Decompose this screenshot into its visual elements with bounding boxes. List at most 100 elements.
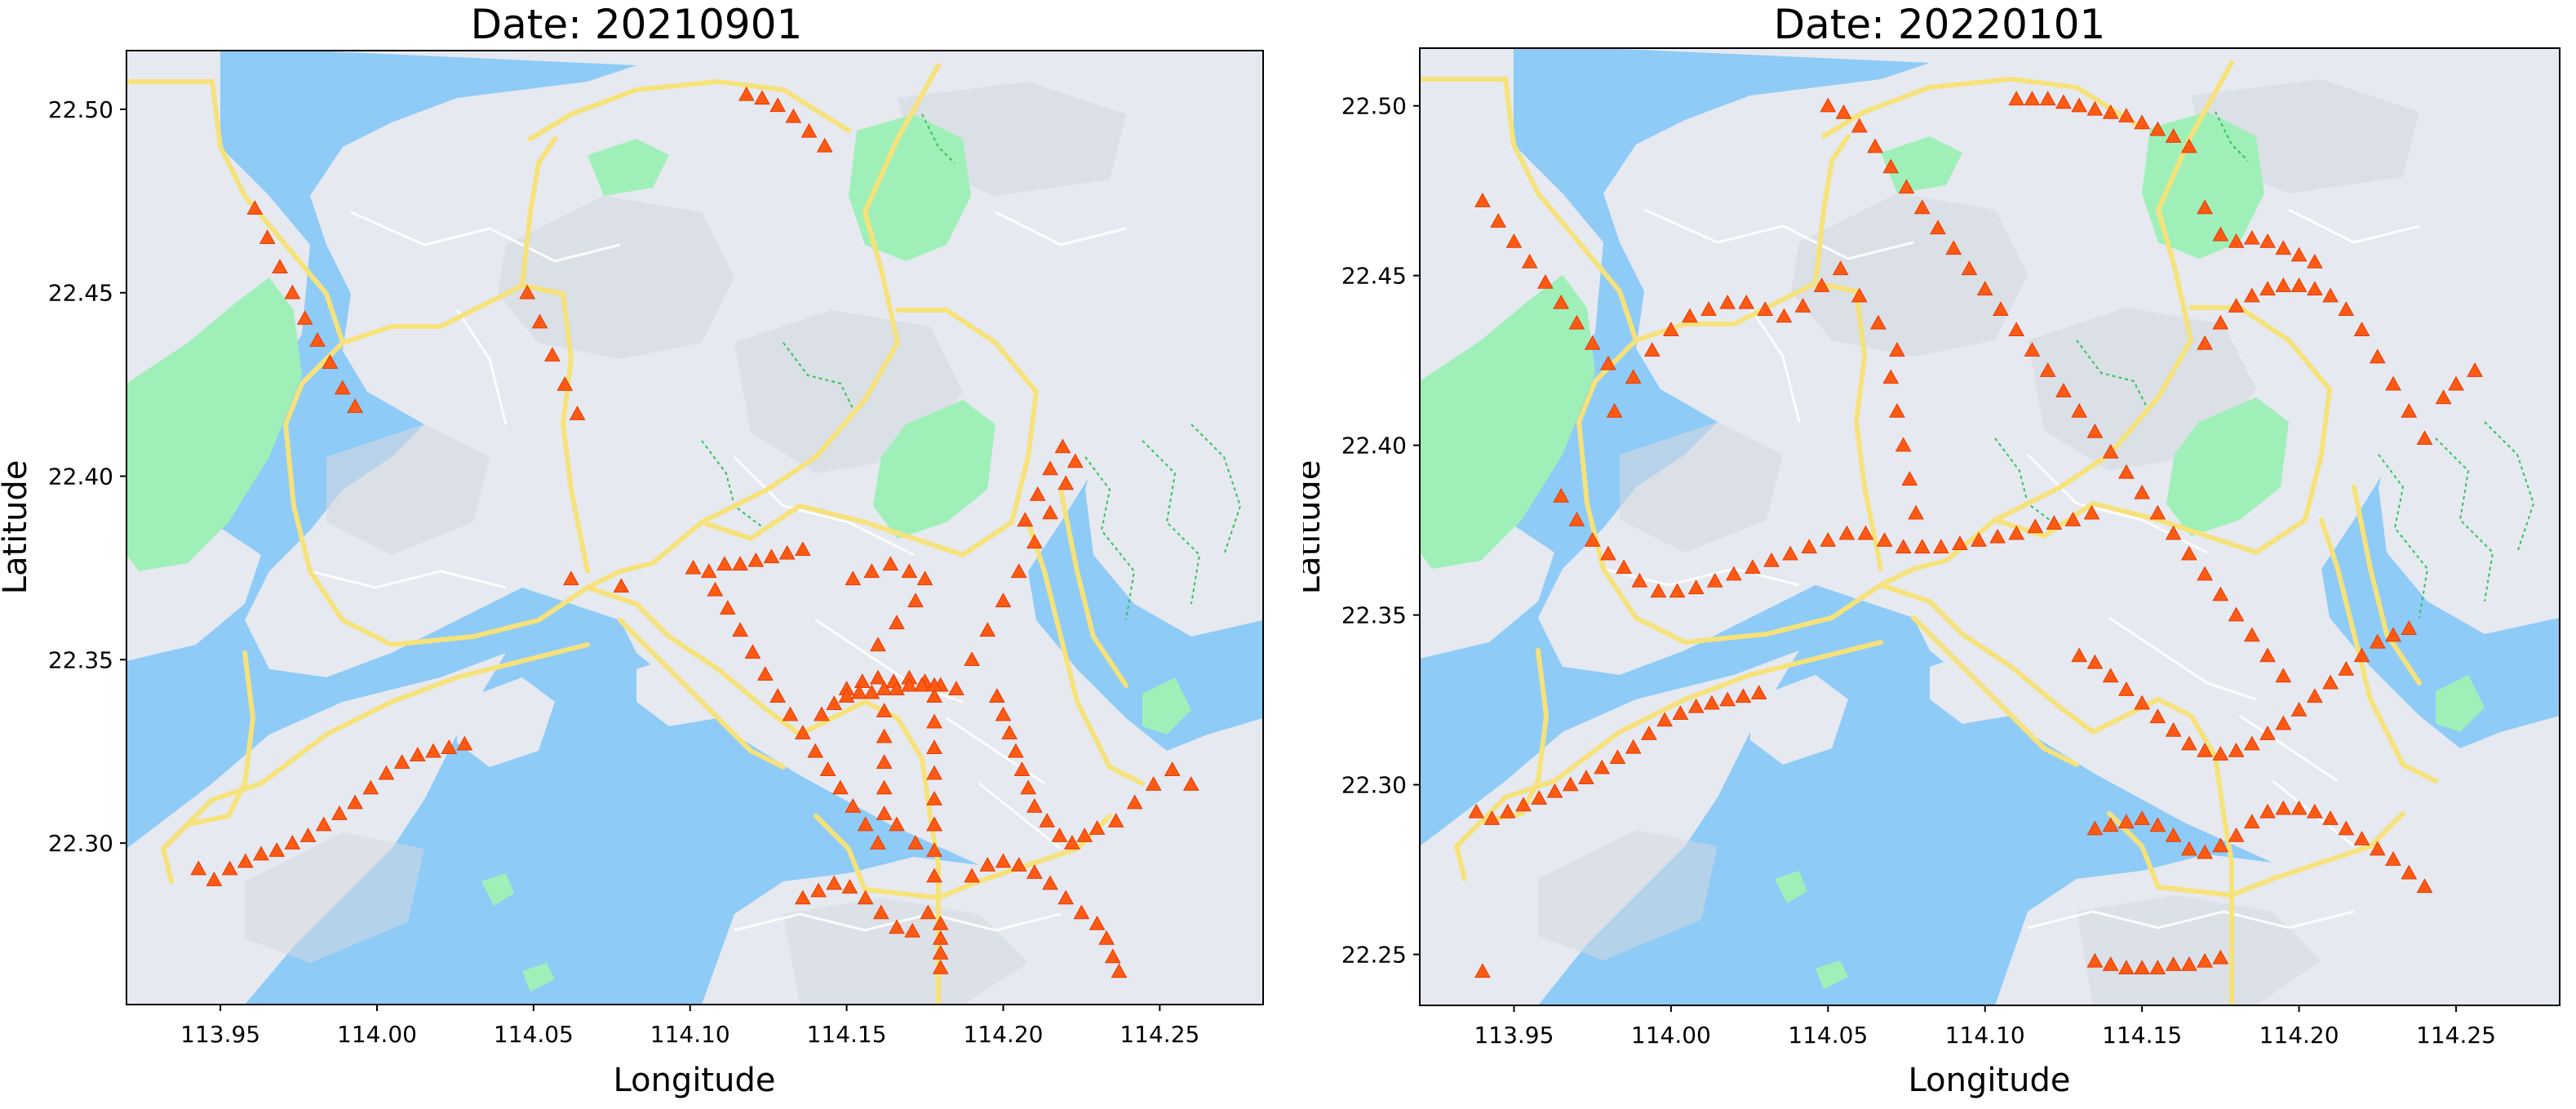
station-marker [857, 889, 874, 905]
station-marker [882, 556, 899, 571]
station-marker [2008, 91, 2025, 106]
station-marker [876, 728, 893, 743]
station-marker [2212, 586, 2229, 601]
station-marker [1013, 761, 1031, 776]
station-marker [926, 739, 942, 754]
station-marker [926, 842, 942, 857]
station-marker [907, 592, 924, 608]
station-marker [2338, 301, 2355, 316]
hill-shading [1791, 193, 2028, 357]
station-marker [1776, 308, 1793, 323]
station-marker [190, 860, 207, 876]
station-marker [309, 332, 326, 347]
station-marker [2181, 956, 2197, 971]
station-marker [2008, 525, 2025, 540]
station-marker [754, 90, 770, 105]
station-marker [2275, 240, 2292, 255]
station-marker [685, 559, 702, 574]
station-marker [1088, 820, 1106, 835]
station-marker [1616, 559, 1633, 574]
station-marker [920, 904, 937, 920]
map-title: Date: 20220101 [1773, 1, 2106, 48]
station-marker [1895, 437, 1912, 452]
station-marker [206, 872, 223, 886]
hill-shading [498, 196, 734, 359]
station-marker [1001, 725, 1018, 739]
station-marker [1976, 281, 1993, 296]
x-tick-label: 113.95 [180, 1021, 260, 1048]
x-tick-label: 114.20 [2259, 1022, 2339, 1049]
station-marker [2197, 844, 2213, 859]
station-marker [1631, 573, 1648, 588]
station-marker [872, 904, 889, 920]
station-marker [1164, 761, 1181, 776]
y-tick-label: 22.45 [1341, 263, 1407, 290]
station-marker [2228, 606, 2245, 622]
station-marker [2134, 960, 2151, 974]
station-marker [964, 651, 980, 667]
station-marker [2181, 735, 2197, 751]
map-panel-right: Date: 20220101 [1303, 0, 2576, 1109]
station-marker [814, 706, 830, 721]
station-marker [2385, 851, 2401, 866]
station-marker [2102, 956, 2119, 971]
x-axis: 113.95 114.00 114.05 114.10 114.15 114.20 114.… [180, 1005, 1199, 1048]
station-marker [841, 879, 858, 894]
park-area [2166, 397, 2289, 536]
y-tick-label: 22.40 [1341, 433, 1407, 459]
station-marker [707, 581, 724, 597]
station-marker [2228, 743, 2245, 757]
station-marker [221, 860, 238, 876]
station-marker [2275, 668, 2292, 683]
park-area [2436, 675, 2485, 732]
station-marker [1682, 308, 1698, 323]
station-marker [1057, 889, 1075, 905]
station-marker [2024, 342, 2041, 357]
station-marker [1757, 301, 1774, 316]
station-marker [2165, 525, 2182, 540]
station-marker [2118, 960, 2135, 974]
station-marker [1794, 298, 1811, 313]
station-marker [901, 676, 918, 692]
station-marker [1010, 857, 1027, 872]
station-marker [2102, 443, 2119, 459]
station-marker [1609, 749, 1626, 765]
map-title: Date: 20210901 [470, 1, 803, 48]
station-marker [1867, 138, 1883, 153]
hiking-trails [701, 113, 1242, 621]
station-marker [2275, 715, 2292, 730]
station-marker [1126, 794, 1143, 810]
map-panel-left: Date: 20210901 [0, 0, 1273, 1109]
station-marker [1889, 342, 1905, 357]
station-marker [2353, 831, 2370, 845]
station-marker [863, 563, 880, 579]
station-marker [2212, 226, 2229, 242]
station-marker [870, 637, 886, 652]
station-marker [778, 544, 796, 560]
station-marker [1669, 583, 1686, 598]
park-area [849, 114, 971, 261]
station-marker [1625, 739, 1642, 754]
station-marker [2353, 322, 2370, 336]
station-marker [2338, 820, 2355, 836]
y-tick-label: 22.30 [1341, 772, 1407, 799]
station-marker [1568, 314, 1585, 330]
station-marker [948, 681, 964, 696]
station-marker [1706, 573, 1723, 588]
station-marker [2086, 820, 2104, 836]
station-marker [1745, 559, 1761, 574]
x-tick-label: 114.10 [650, 1021, 730, 1048]
station-marker [2369, 841, 2386, 856]
station-marker [1029, 486, 1046, 501]
station-marker [1895, 539, 1912, 554]
land-mass [126, 653, 506, 1005]
station-marker [901, 563, 918, 579]
station-marker [876, 805, 893, 820]
station-marker [979, 857, 996, 872]
station-marker [889, 816, 905, 832]
station-marker [1719, 294, 1736, 309]
y-axis: 22.50 22.45 22.40 22.35 22.30 [48, 96, 126, 857]
station-marker [2149, 708, 2166, 724]
station-marker [1913, 539, 1931, 554]
x-axis-label: Longitude [1909, 1062, 2071, 1099]
